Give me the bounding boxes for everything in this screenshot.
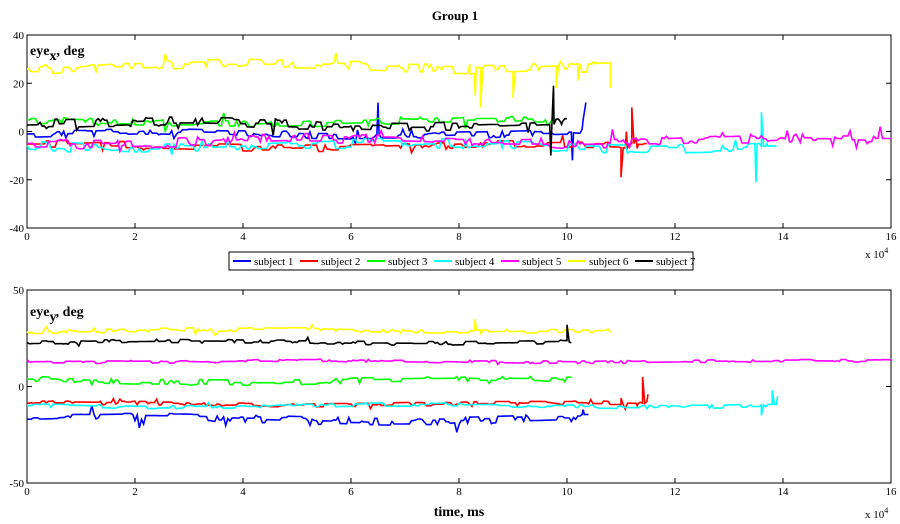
y-tick-label: 50 xyxy=(13,285,25,297)
x-tick-label: 8 xyxy=(456,486,462,498)
figure-title: Group 1 xyxy=(432,8,478,23)
eye-x-ylabel-sub: x xyxy=(49,49,56,64)
eye-y-ylabel-main: eye xyxy=(30,305,49,320)
legend-label: subject 6 xyxy=(589,256,629,268)
y-tick-label: 40 xyxy=(13,30,25,42)
x-tick-label: 10 xyxy=(562,231,574,243)
series-line-subject-1 xyxy=(26,405,589,433)
legend-label: subject 7 xyxy=(656,256,696,268)
legend: subject 1 subject 2 subject 3 subject 4 subj… xyxy=(228,251,696,271)
x-tick-label: 16 xyxy=(886,486,898,498)
series-line-subject-6 xyxy=(26,318,612,337)
eye-y-ylabel: eyey, deg xyxy=(30,305,84,325)
eye-y-exponent: x 104 xyxy=(865,506,888,521)
series-line-subject-5 xyxy=(26,358,892,366)
series-line-subject-7 xyxy=(26,85,567,156)
eye-y-exponent-base: x 10 xyxy=(865,509,885,521)
series-line-subject-3 xyxy=(26,375,572,387)
eye-x-ylabel-rest: , deg xyxy=(56,44,84,59)
eye-x-ticks: 0 2 4 6 8 10 12 14 16 -40 -20 0 20 40 xyxy=(9,30,897,243)
eye-x-ylabel: eyex, deg xyxy=(30,44,84,64)
x-tick-label: 14 xyxy=(778,231,790,243)
series-line-subject-7 xyxy=(26,324,572,348)
x-tick-label: 4 xyxy=(240,486,246,498)
x-tick-label: 0 xyxy=(24,486,30,498)
x-tick-label: 10 xyxy=(562,486,574,498)
legend-label: subject 4 xyxy=(455,256,495,268)
legend-label: subject 5 xyxy=(522,256,562,268)
eye-y-xlabel: time, ms xyxy=(434,505,485,520)
legend-label: subject 3 xyxy=(388,256,428,268)
x-tick-label: 12 xyxy=(670,231,681,243)
series-line-subject-4 xyxy=(26,112,777,183)
x-tick-label: 14 xyxy=(778,486,790,498)
x-tick-label: 8 xyxy=(456,231,462,243)
eye-x-ylabel-main: eye xyxy=(30,44,49,59)
series-line-subject-3 xyxy=(27,112,557,135)
legend-box xyxy=(228,251,694,271)
x-tick-label: 6 xyxy=(348,486,354,498)
x-tick-label: 16 xyxy=(886,231,898,243)
y-tick-label: -40 xyxy=(9,223,24,235)
eye-y-exponent-power: 4 xyxy=(884,506,888,515)
x-tick-label: 12 xyxy=(670,486,681,498)
eye-y-plot-area xyxy=(26,289,892,484)
x-tick-label: 2 xyxy=(132,231,138,243)
legend-label: subject 1 xyxy=(254,256,293,268)
x-tick-label: 0 xyxy=(24,231,30,243)
series-line-subject-2 xyxy=(26,376,649,412)
y-tick-label: 0 xyxy=(19,127,25,139)
y-tick-label: 20 xyxy=(13,78,25,90)
eye-x-exponent-base: x 10 xyxy=(865,249,885,261)
eye-y-ylabel-sub: y xyxy=(49,310,56,325)
series-line-subject-4 xyxy=(26,390,779,416)
eye-y-ylabel-rest: , deg xyxy=(56,305,84,320)
y-tick-label: -20 xyxy=(9,175,24,187)
eye-x-exponent: x 104 xyxy=(865,246,888,261)
x-tick-label: 2 xyxy=(132,486,138,498)
x-tick-label: 6 xyxy=(348,231,354,243)
eye-x-exponent-power: 4 xyxy=(884,246,888,255)
y-tick-label: -50 xyxy=(9,478,24,490)
x-tick-label: 4 xyxy=(240,231,246,243)
series-line-subject-5 xyxy=(26,126,892,154)
series-line-subject-6 xyxy=(27,52,612,108)
y-tick-label: 0 xyxy=(19,382,25,394)
eye-y-series xyxy=(26,318,892,433)
legend-label: subject 2 xyxy=(321,256,360,268)
eye-x-series xyxy=(26,52,892,183)
